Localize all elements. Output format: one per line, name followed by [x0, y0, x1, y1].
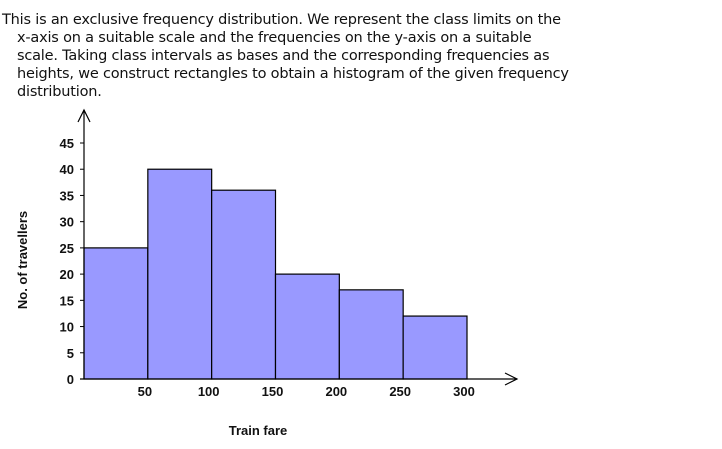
y-tick-label: 5 [67, 346, 74, 361]
histogram-bar [274, 273, 340, 380]
intro-paragraph: This is an exclusive frequency distribut… [2, 11, 622, 101]
y-tick-label: 15 [60, 293, 74, 308]
intro-line: distribution. [17, 84, 102, 100]
y-tick-label: 20 [60, 267, 74, 282]
y-tick-label: 0 [67, 372, 74, 387]
x-axis-arrow-icon [504, 372, 519, 386]
histogram-bar [211, 189, 277, 380]
y-tick-label: 10 [60, 320, 74, 335]
x-tick-label: 50 [138, 384, 152, 399]
x-tick-label: 150 [262, 384, 284, 399]
y-tick-label: 45 [60, 136, 74, 151]
histogram-bar [402, 315, 468, 380]
x-tick-label: 250 [389, 384, 411, 399]
histogram-bar [83, 247, 149, 380]
x-axis-label: Train fare [229, 423, 288, 438]
histogram-bar [147, 168, 213, 380]
x-tick-label: 100 [198, 384, 220, 399]
x-tick-label: 200 [325, 384, 347, 399]
y-tick-label: 40 [60, 162, 74, 177]
y-axis-arrow-icon [77, 108, 91, 123]
y-tick-label: 35 [60, 188, 74, 203]
y-tick-label: 25 [60, 241, 74, 256]
intro-line: heights, we construct rectangles to obta… [17, 66, 569, 82]
intro-line: x-axis on a suitable scale and the frequ… [17, 30, 532, 46]
x-tick-label: 300 [453, 384, 475, 399]
y-axis-label: No. of travellers [15, 211, 30, 309]
intro-line: This is an exclusive frequency distribut… [2, 12, 561, 28]
y-tick-label: 30 [60, 215, 74, 230]
histogram-bar [338, 289, 404, 380]
intro-line: scale. Taking class intervals as bases a… [17, 48, 550, 64]
